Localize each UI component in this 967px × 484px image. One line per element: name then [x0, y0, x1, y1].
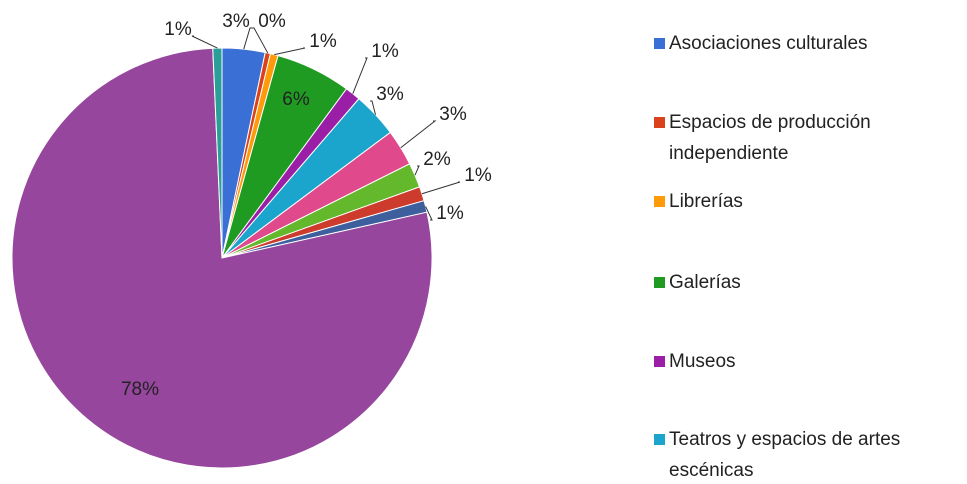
- chart: 3% 0%1%6%1%3%3%2%1%1%78%1%: [11, 11, 492, 469]
- pie-slice: [212, 47, 223, 259]
- legend-swatch: [654, 38, 665, 49]
- legend-swatch: [654, 277, 665, 288]
- legend-item: Museos: [654, 346, 960, 377]
- leader-line: [414, 165, 420, 176]
- data-label: 78%: [121, 379, 159, 400]
- data-label: 3%: [222, 11, 250, 32]
- legend-item: Teatros y espacios de artes escénicas: [654, 424, 960, 484]
- data-label: 1%: [464, 165, 492, 186]
- leader-line: [400, 120, 437, 149]
- leader-line: [252, 27, 269, 54]
- data-label: 3%: [376, 84, 404, 105]
- legend-label: Galerías: [669, 272, 741, 293]
- data-label: 0%: [258, 11, 286, 32]
- leader-line: [191, 35, 218, 49]
- legend-label: Asociaciones culturales: [669, 33, 868, 54]
- data-label: 2%: [423, 149, 451, 170]
- legend-swatch: [654, 117, 665, 128]
- data-label: 1%: [436, 203, 464, 224]
- legend-label: Teatros y espacios de artes escénicas: [669, 429, 901, 481]
- leader-line: [370, 100, 377, 115]
- legend-label: Espacios de producción independiente: [669, 112, 871, 164]
- legend-item: Galerías: [654, 267, 960, 298]
- leader-line: [425, 206, 433, 221]
- data-label: 3%: [439, 104, 467, 125]
- data-label: 6%: [282, 89, 310, 110]
- leader-line: [243, 27, 252, 50]
- leader-line: [352, 57, 368, 94]
- data-label: 1%: [309, 31, 337, 52]
- leader-line: [274, 47, 306, 56]
- data-label: 1%: [371, 41, 399, 62]
- legend-swatch: [654, 196, 665, 207]
- legend-swatch: [654, 434, 665, 445]
- legend-item: Librerías: [654, 186, 960, 217]
- legend-label: Museos: [669, 351, 736, 372]
- data-label: 1%: [164, 19, 192, 40]
- legend-item: Espacios de producción independiente: [654, 107, 960, 169]
- pie-slice: [11, 47, 433, 469]
- legend-swatch: [654, 356, 665, 367]
- leader-line: [421, 181, 461, 195]
- legend-item: Asociaciones culturales: [654, 28, 960, 59]
- legend-label: Librerías: [669, 191, 743, 212]
